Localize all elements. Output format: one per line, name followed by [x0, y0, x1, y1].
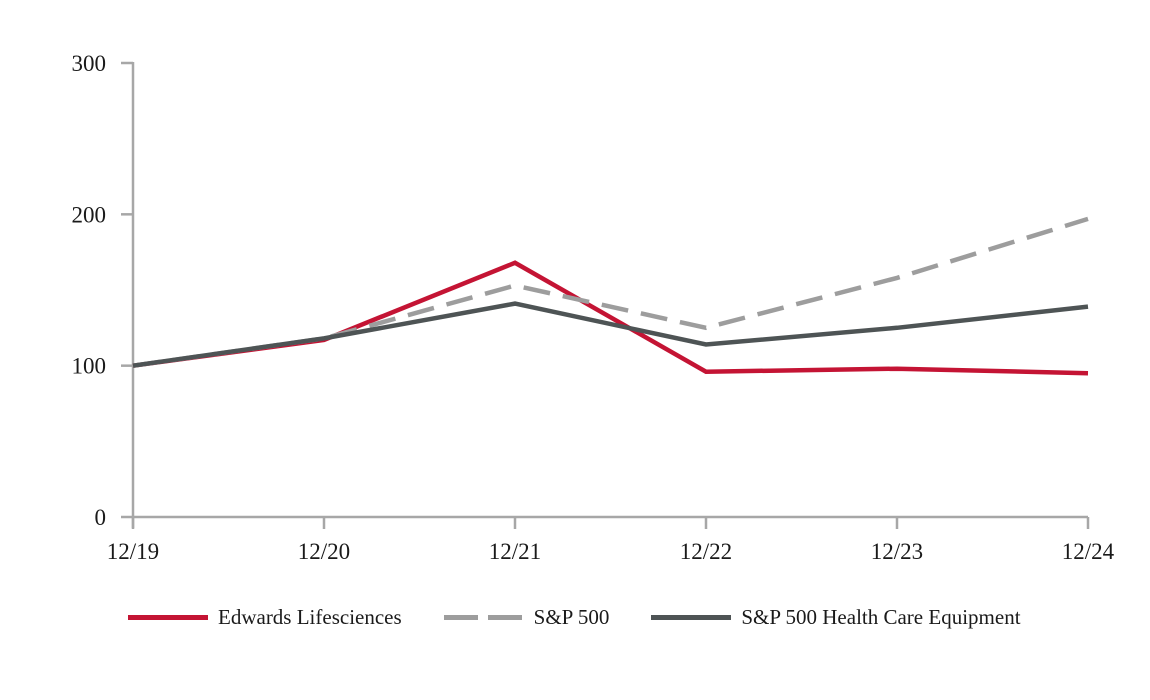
- y-tick-label: 200: [72, 202, 107, 227]
- legend-label-edwards-lifesciences: Edwards Lifesciences: [218, 605, 402, 629]
- axes-layer: [121, 61, 1090, 529]
- sp500-dashed-line-swatch: [443, 614, 524, 620]
- series-layer: [132, 216, 1089, 376]
- labels-layer: 0 100 200 300 12/19 12/20 12/21 12/22 12/23 12/24: [72, 51, 1115, 564]
- x-tick-label: 12/20: [298, 539, 350, 564]
- x-tick-label: 12/22: [680, 539, 732, 564]
- series-line-edwards-lifesciences: [132, 260, 1089, 376]
- x-tick-label: 12/21: [489, 539, 541, 564]
- chart-legend: Edwards Lifesciences S&P 500 S&P 500 Hea…: [128, 603, 1021, 631]
- legend-item-sp500-health-care-equipment: S&P 500 Health Care Equipment: [651, 603, 1021, 631]
- series-line-s-p-500-health-care-equipment: [132, 301, 1089, 368]
- x-tick-label: 12/24: [1062, 539, 1115, 564]
- edwards-lifesciences-line-swatch: [128, 614, 208, 620]
- y-tick-label: 100: [72, 354, 107, 379]
- x-tick-label: 12/23: [871, 539, 923, 564]
- y-tick-label: 300: [72, 51, 107, 76]
- legend-item-sp500: S&P 500: [443, 603, 610, 631]
- legend-item-edwards-lifesciences: Edwards Lifesciences: [128, 603, 402, 631]
- legend-label-sp500: S&P 500: [533, 605, 610, 629]
- x-tick-label: 12/19: [107, 539, 159, 564]
- legend-label-sp500-health-care-equipment: S&P 500 Health Care Equipment: [741, 605, 1021, 629]
- y-tick-label: 0: [95, 505, 107, 530]
- sp500-health-care-equipment-line-swatch: [651, 614, 732, 620]
